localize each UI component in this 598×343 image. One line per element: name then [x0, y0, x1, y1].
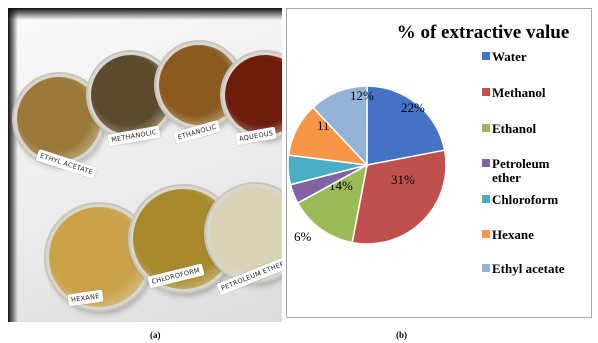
pie-slice-methanol	[351, 149, 447, 245]
legend-label: Methanol	[492, 85, 546, 100]
pie-slice-ethyl-acetate	[311, 85, 368, 167]
legend-label-line: Petroleum	[492, 156, 550, 171]
data-label: 12%	[350, 88, 374, 103]
legend-swatch	[482, 195, 490, 203]
pie-chart-panel: % of extractive value22%31%14%4%6%11%12%…	[286, 8, 592, 318]
legend-swatch	[482, 124, 490, 132]
chart-title: % of extractive value	[397, 22, 570, 43]
legend-label: Hexane	[492, 227, 534, 242]
caption-a: (a)	[150, 330, 161, 340]
photo-shadow	[8, 8, 18, 322]
pie-slice-water	[366, 85, 446, 166]
extract-photo: ETHYL ACETATE METHANOLIC ETHANOLIC AQUEOUS H…	[8, 8, 282, 322]
pie-chart: % of extractive value22%31%14%4%6%11%12%…	[287, 22, 570, 276]
data-label: 6%	[294, 229, 312, 244]
legend-swatch	[482, 88, 490, 96]
data-label: 31%	[391, 172, 415, 187]
legend-swatch	[482, 264, 490, 272]
legend-swatch	[482, 230, 490, 238]
legend-label: Water	[492, 49, 527, 64]
legend-label: Ethyl acetate	[492, 261, 565, 276]
data-label: 22%	[401, 100, 425, 115]
legend-label-line: ether	[492, 170, 521, 185]
pie-slice-ethanol	[296, 163, 369, 244]
legend-swatch	[482, 52, 490, 60]
legend-label: Ethanol	[492, 121, 536, 136]
legend-swatch	[482, 159, 490, 167]
caption-b: (b)	[396, 330, 407, 340]
legend-label: Petroleum ether	[492, 156, 550, 185]
photo-shadow-top	[8, 8, 282, 20]
legend-label: Chloroform	[492, 192, 558, 207]
